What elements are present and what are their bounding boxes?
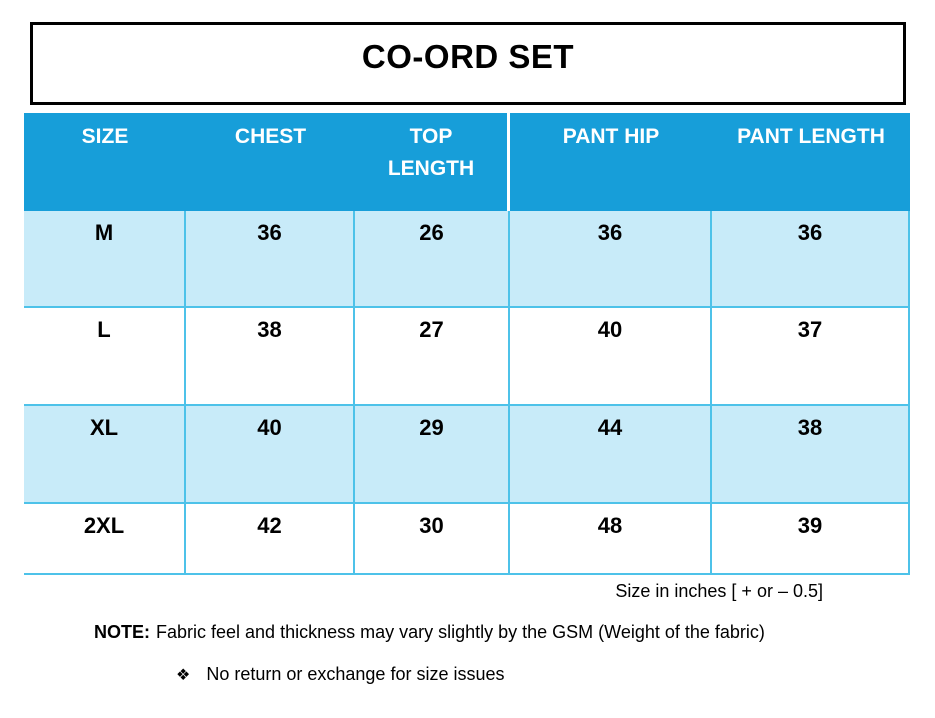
cell-top-length-xl: 29	[355, 406, 510, 504]
no-return-text: No return or exchange for size issues	[206, 664, 505, 684]
column-header-top-length: TOP LENGTH	[355, 113, 510, 211]
cell-chest-m: 36	[186, 211, 355, 308]
cell-pant-hip-xl: 44	[510, 406, 712, 504]
cell-pant-length-2xl: 39	[712, 504, 910, 575]
note-label: NOTE:	[94, 622, 150, 642]
cell-pant-hip-2xl: 48	[510, 504, 712, 575]
page-title: CO-ORD SET	[361, 37, 575, 75]
cell-pant-hip-m: 36	[510, 211, 712, 308]
cell-top-length-l: 27	[355, 308, 510, 406]
title-box: CO-ORD SET	[30, 22, 906, 105]
size-tolerance-caption: Size in inches [ + or – 0.5]	[615, 581, 823, 601]
diamond-bullet-icon: ❖	[176, 666, 191, 684]
cell-chest-l: 38	[186, 308, 355, 406]
cell-size-xl: XL	[24, 406, 186, 504]
cell-pant-length-m: 36	[712, 211, 910, 308]
column-header-pant-hip: PANT HIP	[510, 113, 712, 211]
column-header-chest: CHEST	[186, 113, 355, 211]
cell-chest-xl: 40	[186, 406, 355, 504]
column-header-size: SIZE	[24, 113, 186, 211]
column-header-pant-length: PANT LENGTH	[712, 113, 910, 211]
size-chart-table: SIZE CHEST TOP LENGTH PANT HIP PANT LENG…	[24, 113, 910, 575]
cell-size-l: L	[24, 308, 186, 406]
cell-pant-hip-l: 40	[510, 308, 712, 406]
fabric-note: NOTE: Fabric feel and thickness may vary …	[94, 622, 765, 643]
cell-size-m: M	[24, 211, 186, 308]
cell-pant-length-xl: 38	[712, 406, 910, 504]
cell-top-length-2xl: 30	[355, 504, 510, 575]
cell-pant-length-l: 37	[712, 308, 910, 406]
cell-chest-2xl: 42	[186, 504, 355, 575]
no-return-bullet: ❖ No return or exchange for size issues	[176, 664, 505, 685]
cell-size-2xl: 2XL	[24, 504, 186, 575]
note-text: Fabric feel and thickness may vary sligh…	[156, 622, 765, 642]
cell-top-length-m: 26	[355, 211, 510, 308]
